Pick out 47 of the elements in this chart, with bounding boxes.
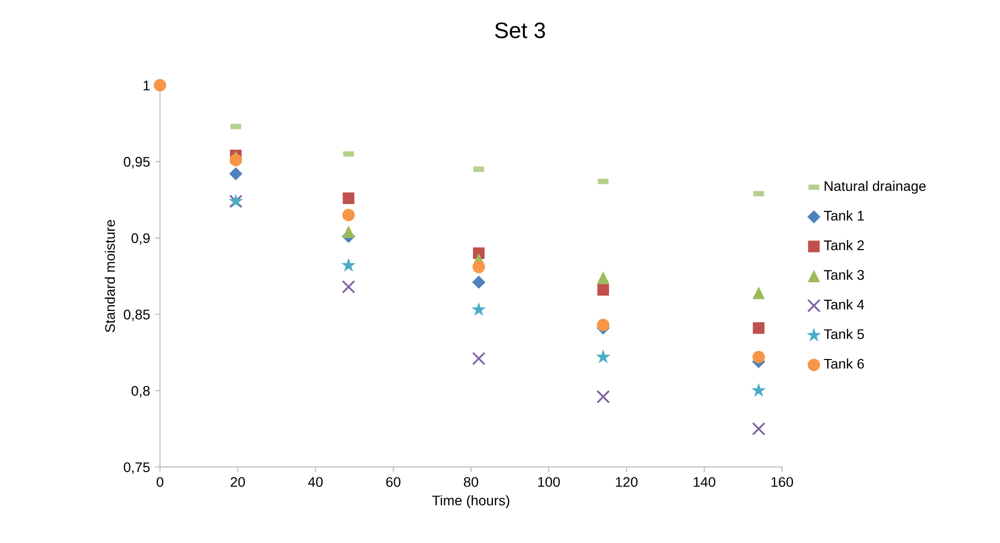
y-axis-title: Standard moisture	[104, 220, 115, 332]
x-tick-label: 80	[464, 477, 478, 487]
x-tick-label: 20	[230, 477, 245, 487]
point	[472, 302, 486, 316]
y-tick-label: 0,95	[124, 156, 150, 168]
legend-label: Tank 6	[824, 358, 864, 369]
point	[472, 276, 486, 289]
x-tick-label: 140	[694, 477, 716, 487]
point	[752, 350, 765, 364]
legend-label: Tank 5	[824, 328, 864, 340]
y-tick-label: 0,9	[132, 233, 150, 245]
y-tick-label: 0,85	[124, 310, 150, 322]
legend-label: Tank 3	[824, 270, 864, 280]
point	[472, 352, 486, 366]
legend-label: Tank 2	[824, 240, 864, 250]
point	[752, 286, 765, 300]
x-tick-label: 0	[156, 477, 164, 487]
point	[596, 271, 610, 284]
point	[472, 260, 485, 274]
y-tick-label: 1	[144, 80, 150, 90]
x-tick-label: 40	[308, 477, 323, 487]
x-tick-label: 60	[386, 477, 400, 487]
point	[342, 192, 354, 204]
point	[752, 422, 766, 436]
point	[342, 280, 356, 294]
chart-title: Set 3	[495, 22, 545, 38]
point	[596, 349, 610, 364]
x-tick-label: 120	[616, 477, 638, 487]
point	[229, 167, 242, 180]
point	[597, 284, 609, 296]
legend-label: Tank 1	[824, 210, 864, 221]
point	[596, 318, 610, 332]
point	[751, 383, 766, 397]
legend-label: Natural drainage	[824, 180, 926, 194]
legend-label: Tank 4	[824, 299, 864, 310]
point	[752, 322, 764, 334]
x-axis-title: Time (hours)	[432, 495, 510, 508]
x-tick-label: 100	[538, 477, 560, 487]
x-tick-label: 160	[771, 477, 794, 487]
point	[342, 226, 355, 238]
y-tick-label: 0,8	[132, 386, 150, 398]
point	[596, 390, 610, 404]
point	[342, 208, 355, 222]
point	[154, 79, 166, 92]
y-tick-label: 0,75	[124, 462, 150, 474]
point	[341, 258, 356, 272]
point	[230, 154, 242, 166]
